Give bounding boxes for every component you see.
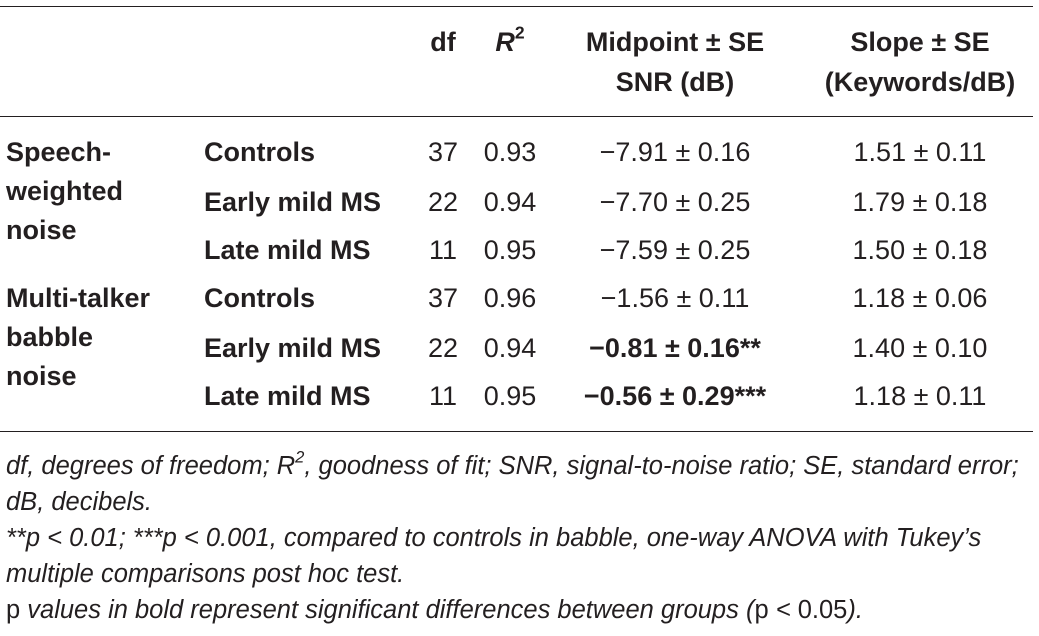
- header-df: df: [430, 27, 456, 57]
- cell-midpoint: −7.70 ± 0.25: [599, 187, 751, 217]
- row-label: Early mild MS: [204, 333, 382, 363]
- footnote-abbreviations-part2: , goodness of fit; SNR, signal-to-noise …: [6, 452, 1019, 516]
- footnote-bold-note: p values in bold represent significant d…: [6, 592, 1031, 628]
- group-label-multi-talker-babble-line3: noise: [6, 361, 77, 391]
- footnote-bold-note-p: p: [6, 596, 21, 624]
- cell-r2: 0.94: [483, 333, 537, 363]
- group-label-multi-talker-babble-line2: babble: [6, 322, 94, 352]
- cell-slope: 1.18 ± 0.06: [852, 283, 988, 313]
- cell-midpoint-significant: −0.81 ± 0.16**: [589, 333, 761, 363]
- header-midpoint-line2: SNR (dB): [615, 67, 735, 97]
- footnote-bold-note-lt: <: [768, 596, 798, 624]
- header-r2-superscript: 2: [514, 22, 525, 43]
- cell-df: 37: [427, 137, 459, 167]
- cell-midpoint: −7.59 ± 0.25: [599, 235, 751, 265]
- cell-r2: 0.96: [483, 283, 537, 313]
- header-r2-base: R: [495, 27, 515, 57]
- footnote-bold-note-value: 0.05: [797, 596, 848, 624]
- header-bottom-rule: [0, 116, 1033, 117]
- cell-df: 11: [428, 235, 458, 265]
- footnote-r2-superscript: 2: [295, 447, 305, 467]
- header-midpoint-line1: Midpoint ± SE: [585, 27, 765, 57]
- cell-df: 22: [427, 187, 459, 217]
- footnote-bold-note-p2: p: [754, 596, 769, 624]
- group-label-speech-weighted-noise-line3: noise: [6, 215, 77, 245]
- cell-midpoint: −1.56 ± 0.11: [600, 283, 750, 313]
- cell-slope: 1.40 ± 0.10: [852, 333, 988, 363]
- row-label: Late mild MS: [204, 381, 371, 411]
- footnote-bold-note-end: ).: [847, 596, 863, 624]
- row-label: Controls: [204, 283, 315, 313]
- cell-midpoint: −7.91 ± 0.16: [599, 137, 751, 167]
- cell-slope: 1.51 ± 0.11: [853, 137, 987, 167]
- cell-slope: 1.50 ± 0.18: [852, 235, 988, 265]
- header-slope-line2: (Keywords/dB): [824, 67, 1016, 97]
- row-label: Early mild MS: [204, 187, 382, 217]
- group-label-multi-talker-babble-line1: Multi-talker: [6, 283, 151, 313]
- cell-midpoint-significant: −0.56 ± 0.29***: [583, 381, 767, 411]
- footnote-abbreviations: df, degrees of freedom; R2, goodness of …: [6, 448, 1031, 520]
- cell-r2: 0.94: [483, 187, 537, 217]
- footnote-abbreviations-part1: df, degrees of freedom; R: [6, 452, 296, 480]
- cell-df: 11: [428, 381, 458, 411]
- table-bottom-rule: [0, 431, 1033, 432]
- cell-slope: 1.18 ± 0.11: [853, 381, 987, 411]
- cell-r2: 0.93: [483, 137, 537, 167]
- cell-df: 22: [427, 333, 459, 363]
- row-label: Late mild MS: [204, 235, 371, 265]
- row-label: Controls: [204, 137, 315, 167]
- header-r2: R2: [480, 22, 540, 62]
- footnote-significance: **p < 0.01; ***p < 0.001, compared to co…: [6, 524, 982, 588]
- table-footnotes: df, degrees of freedom; R2, goodness of …: [6, 448, 1031, 628]
- table-top-rule: [0, 6, 1033, 7]
- cell-df: 37: [427, 283, 459, 313]
- group-label-speech-weighted-noise-line2: weighted: [6, 176, 124, 206]
- group-label-speech-weighted-noise-line1: Speech-: [6, 137, 112, 167]
- cell-r2: 0.95: [483, 235, 537, 265]
- footnote-bold-note-text: values in bold represent significant dif…: [20, 596, 755, 624]
- header-slope-line1: Slope ± SE: [850, 27, 990, 57]
- cell-r2: 0.95: [483, 381, 537, 411]
- cell-slope: 1.79 ± 0.18: [852, 187, 988, 217]
